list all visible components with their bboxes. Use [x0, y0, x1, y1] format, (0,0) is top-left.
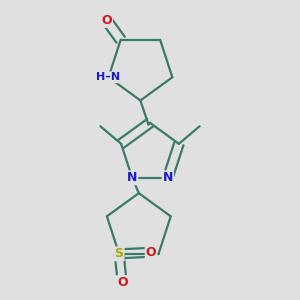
Text: S: S	[115, 248, 124, 260]
Text: O: O	[101, 14, 112, 27]
Text: N: N	[127, 171, 137, 184]
Text: N: N	[163, 171, 173, 184]
Text: O: O	[146, 246, 156, 259]
Text: H–N: H–N	[96, 72, 121, 82]
Text: O: O	[117, 276, 128, 289]
